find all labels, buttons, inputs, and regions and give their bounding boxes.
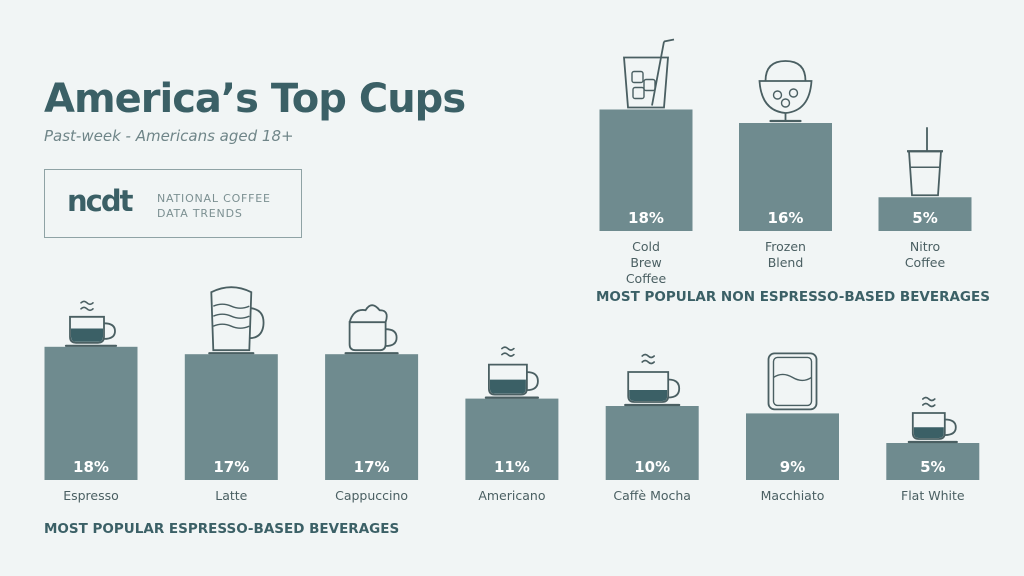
cappuccino-cup-icon [344,304,399,355]
category-label-macchiato: Macchiato [761,488,825,503]
bar-americano [465,398,559,480]
bar-macchiato [746,413,839,480]
cold-brew-glass-icon [623,38,675,109]
flat-white-cup-icon [907,396,958,444]
frozen-blend-glass-icon [758,60,813,123]
espresso-cup-icon [64,300,118,347]
category-label-cold-brew-coffee: Coffee [626,271,667,286]
bar-nitro-coffee [878,197,972,231]
value-label-frozen-blend: 16% [768,209,804,227]
category-label-flat-white: Flat White [901,488,965,503]
value-label-latte: 17% [213,458,249,476]
bar-latte [184,354,278,480]
value-label-espresso: 18% [73,458,109,476]
category-label-cappuccino: Cappuccino [335,488,408,503]
value-label-flat-white: 5% [920,458,945,476]
category-label-espresso: Espresso [63,488,119,503]
value-label-cold-brew-coffee: 18% [628,209,664,227]
category-label-latte: Latte [215,488,247,503]
espresso-chart: 18% Espresso 17% Latte 17% Cappuccino 11% Ameri… [44,286,980,503]
value-label-cappuccino: 17% [354,458,390,476]
page-title: America’s Top Cups [44,76,466,122]
americano-cup-icon [484,346,540,399]
category-label-nitro-coffee: Nitro [910,239,940,254]
mocha-cup-icon [624,353,681,407]
logo-mark: ncdt [67,184,133,218]
bar-flat-white [886,443,980,480]
category-label-cold-brew-coffee: Brew [630,255,661,270]
bar-caff-mocha [605,406,699,480]
value-label-americano: 11% [494,458,530,476]
non-espresso-chart: 18%ColdBrewCoffee16%FrozenBlend5%NitroCo… [599,38,972,286]
logo: ncdt NATIONAL COFFEE DATA TRENDS [44,169,302,238]
value-label-nitro-coffee: 5% [912,209,937,227]
logo-text: NATIONAL COFFEE DATA TRENDS [157,191,271,221]
page-subtitle: Past-week - Americans aged 18+ [44,127,294,145]
latte-glass-icon [208,286,265,355]
value-label-caff-mocha: 10% [634,458,670,476]
bar-cappuccino [325,354,419,480]
nitro-cup-icon [907,127,943,197]
bar-espresso [44,346,138,480]
category-label-frozen-blend: Frozen [765,239,806,254]
espresso-chart-title: MOST POPULAR ESPRESSO-BASED BEVERAGES [44,521,400,537]
bar-frozen-blend [739,123,832,231]
category-label-cold-brew-coffee: Cold [632,239,660,254]
logo-line-1: NATIONAL COFFEE [157,192,271,205]
value-label-macchiato: 9% [780,458,805,476]
category-label-frozen-blend: Blend [768,255,804,270]
non-espresso-chart-title: MOST POPULAR NON ESPRESSO-BASED BEVERAGE… [596,289,990,305]
macchiato-glass-icon [767,352,818,411]
category-label-americano: Americano [478,488,545,503]
logo-line-2: DATA TRENDS [157,207,243,220]
bar-cold-brew-coffee [599,109,693,231]
category-label-caff-mocha: Caffè Mocha [613,488,691,503]
category-label-nitro-coffee: Coffee [905,255,946,270]
